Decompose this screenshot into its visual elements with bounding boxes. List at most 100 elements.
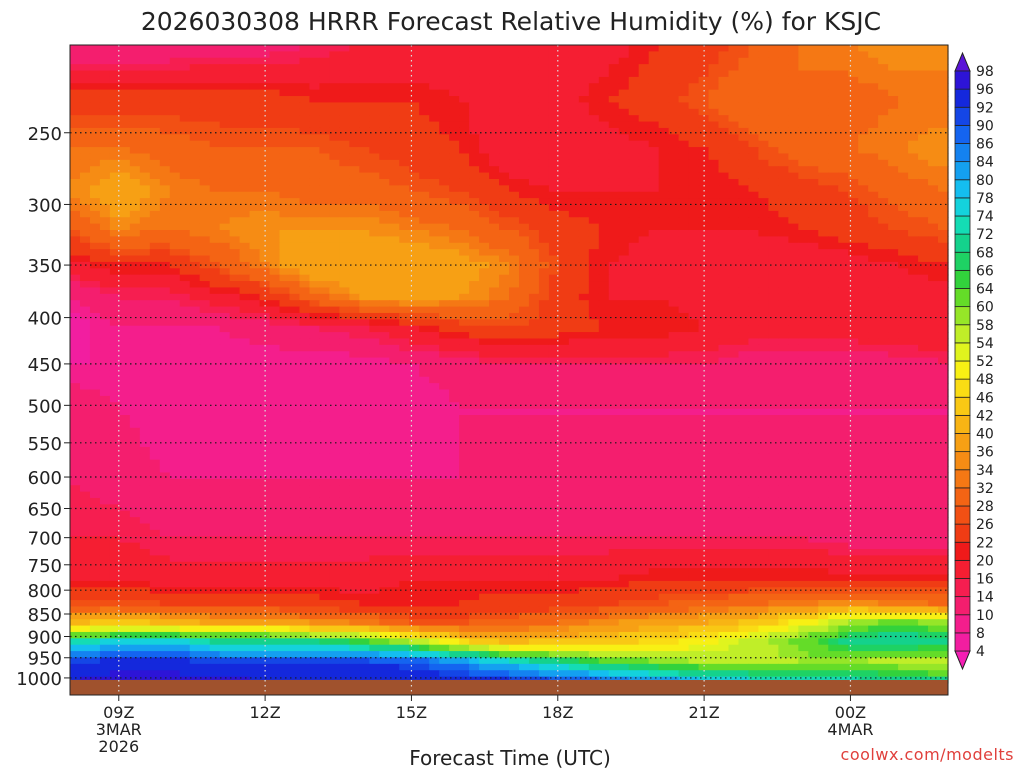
- rh-cell: [159, 268, 171, 276]
- rh-cell: [249, 96, 261, 104]
- rh-cell: [518, 204, 530, 212]
- rh-cell: [289, 140, 301, 148]
- rh-cell: [728, 293, 740, 301]
- rh-cell: [99, 389, 111, 397]
- rh-cell: [339, 89, 350, 97]
- rh-cell: [499, 236, 510, 244]
- rh-cell: [918, 344, 929, 352]
- rh-cell: [848, 198, 859, 206]
- rh-cell: [239, 236, 251, 244]
- rh-cell: [339, 45, 350, 52]
- rh-cell: [868, 230, 879, 237]
- rh-cell: [209, 338, 221, 346]
- rh-cell: [89, 51, 101, 59]
- rh-cell: [548, 76, 560, 84]
- rh-cell: [758, 159, 770, 167]
- rh-cell: [399, 102, 410, 110]
- rh-cell: [489, 312, 500, 320]
- rh-cell: [848, 242, 859, 250]
- rh-cell: [89, 64, 101, 72]
- rh-cell: [528, 172, 540, 180]
- rh-cell: [598, 236, 610, 244]
- rh-cell: [269, 281, 281, 289]
- rh-cell: [319, 51, 331, 59]
- rh-cell: [229, 383, 241, 391]
- rh-cell: [169, 198, 181, 206]
- rh-cell: [429, 134, 440, 142]
- rh-cell: [409, 140, 420, 148]
- rh-cell: [219, 383, 231, 391]
- rh-cell: [808, 204, 819, 212]
- rh-cell: [189, 236, 201, 244]
- rh-cell: [499, 185, 510, 193]
- rh-cell: [848, 274, 859, 282]
- rh-cell: [249, 306, 261, 314]
- rh-cell: [598, 274, 610, 282]
- rh-cell: [439, 364, 450, 371]
- rh-cell: [389, 319, 400, 327]
- rh-cell: [149, 274, 161, 282]
- rh-cell: [808, 376, 819, 384]
- rh-cell: [558, 108, 570, 116]
- rh-cell: [159, 134, 171, 142]
- rh-cell: [269, 255, 281, 263]
- rh-cell: [289, 364, 301, 371]
- rh-cell: [109, 242, 121, 250]
- rh-cell: [489, 255, 500, 263]
- rh-cell: [738, 45, 750, 52]
- rh-cell: [139, 127, 151, 135]
- rh-cell: [538, 319, 550, 327]
- rh-cell: [509, 395, 520, 403]
- rh-cell: [189, 210, 201, 218]
- rh-cell: [359, 108, 370, 116]
- rh-cell: [598, 134, 610, 142]
- rh-cell: [928, 64, 939, 72]
- rh-cell: [339, 127, 350, 135]
- rh-cell: [209, 325, 221, 333]
- rh-cell: [798, 83, 809, 91]
- rh-cell: [748, 140, 760, 148]
- rh-cell: [798, 191, 809, 199]
- rh-cell: [199, 89, 211, 97]
- rh-cell: [518, 338, 530, 346]
- rh-cell: [109, 338, 121, 346]
- rh-cell: [219, 159, 231, 167]
- rh-cell: [409, 300, 420, 308]
- rh-cell: [738, 153, 750, 161]
- rh-cell: [329, 376, 340, 384]
- rh-cell: [568, 338, 580, 346]
- rh-cell: [499, 147, 510, 155]
- rh-cell: [858, 344, 869, 352]
- rh-cell: [209, 351, 221, 359]
- rh-cell: [768, 147, 779, 155]
- rh-cell: [469, 325, 480, 333]
- rh-cell: [938, 306, 949, 314]
- rh-cell: [319, 89, 331, 97]
- rh-cell: [648, 395, 660, 403]
- rh-cell: [728, 172, 740, 180]
- rh-cell: [389, 166, 400, 174]
- rh-cell: [159, 147, 171, 155]
- rh-cell: [818, 319, 829, 327]
- rh-cell: [299, 64, 311, 72]
- rh-cell: [159, 102, 171, 110]
- rh-cell: [728, 57, 740, 65]
- rh-cell: [369, 140, 380, 148]
- rh-cell: [648, 204, 660, 212]
- rh-cell: [838, 83, 849, 91]
- rh-cell: [828, 370, 839, 378]
- rh-cell: [219, 185, 231, 193]
- rh-cell: [349, 57, 360, 65]
- rh-cell: [748, 332, 760, 340]
- rh-cell: [918, 134, 929, 142]
- rh-cell: [129, 115, 141, 123]
- rh-cell: [109, 389, 121, 397]
- rh-cell: [169, 121, 181, 129]
- rh-cell: [648, 274, 660, 282]
- rh-cell: [489, 338, 500, 346]
- rh-cell: [179, 159, 191, 167]
- rh-cell: [578, 376, 590, 384]
- rh-cell: [888, 89, 899, 97]
- rh-cell: [738, 255, 750, 263]
- rh-cell: [509, 96, 520, 104]
